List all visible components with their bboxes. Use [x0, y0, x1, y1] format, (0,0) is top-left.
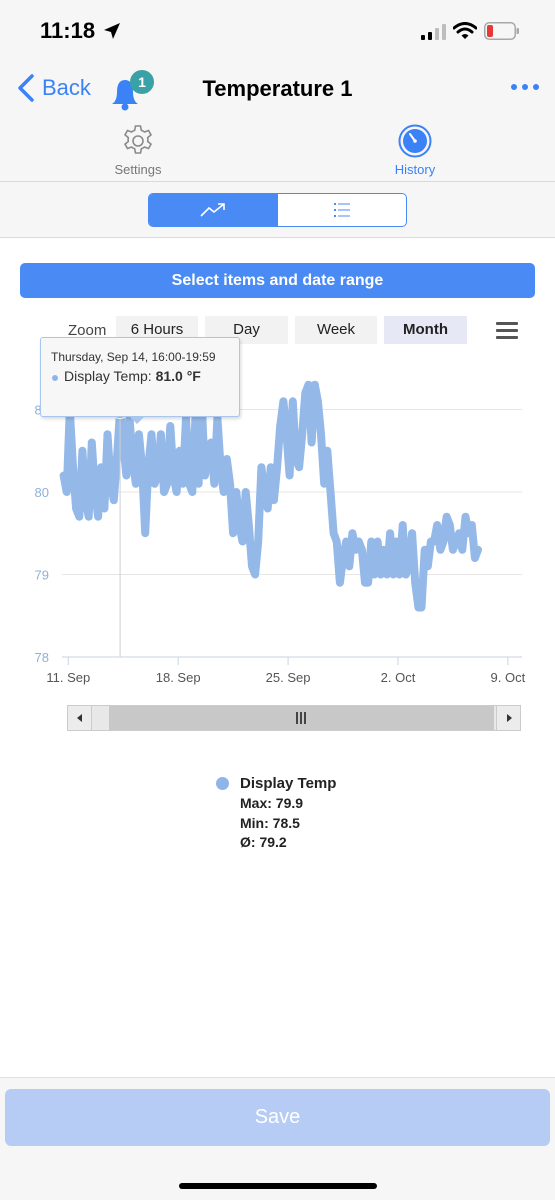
zoom-month-button[interactable]: Month [384, 316, 467, 344]
tab-history[interactable]: History [355, 124, 475, 177]
legend-min: Min: 78.5 [240, 815, 300, 831]
tooltip-pointer [129, 416, 145, 424]
navigator-handle[interactable] [109, 706, 494, 730]
battery-low-icon [484, 22, 519, 40]
legend-average: Ø: 79.2 [240, 834, 287, 850]
navigation-bar: Back 1 Temperature 1 [0, 62, 555, 120]
tab-settings[interactable]: Settings [78, 124, 198, 177]
gear-icon [123, 125, 153, 154]
triangle-left-icon [77, 714, 82, 722]
view-toggle-area [0, 182, 555, 238]
tooltip-value: 81.0 °F [155, 368, 201, 384]
save-button[interactable]: Save [5, 1089, 550, 1146]
more-dot-icon [511, 84, 517, 90]
location-arrow-icon [104, 23, 120, 39]
status-bar: 11:18 [0, 0, 555, 62]
x-tick-label: 18. Sep [156, 670, 201, 685]
page-title: Temperature 1 [202, 76, 353, 101]
hamburger-icon [496, 336, 518, 339]
tab-bar: Settings History [0, 120, 555, 182]
zoom-label: Zoom [68, 322, 107, 339]
cellular-signal-icon [421, 24, 446, 40]
save-area: Save [0, 1077, 555, 1200]
tab-settings-label: Settings [114, 162, 162, 177]
triangle-right-icon [507, 714, 512, 722]
scroll-right-button[interactable] [496, 706, 520, 730]
trend-chart-icon [200, 203, 226, 217]
y-tick-label: 79 [35, 568, 49, 583]
back-button[interactable]: Back [16, 74, 91, 102]
status-time: 11:18 [40, 18, 96, 43]
wifi-icon [453, 22, 477, 39]
tab-history-label: History [394, 162, 436, 177]
notifications-button[interactable]: 1 [108, 68, 158, 112]
more-dot-icon [522, 84, 528, 90]
x-tick-label: 2. Oct [381, 670, 416, 685]
x-tick-label: 25. Sep [266, 670, 311, 685]
home-indicator [179, 1183, 377, 1189]
legend-max: Max: 79.9 [240, 795, 304, 811]
chart-tooltip: Thursday, Sep 14, 16:00-19:59 Display Te… [40, 337, 240, 417]
y-tick-label: 80 [35, 485, 49, 500]
back-label: Back [42, 75, 91, 100]
tooltip-series: Display Temp: 81.0 °F [64, 368, 201, 384]
more-dot-icon [533, 84, 539, 90]
tooltip-series-name: Display Temp: [64, 368, 152, 384]
zoom-week-button[interactable]: Week [295, 316, 377, 344]
more-options-button[interactable] [511, 84, 539, 94]
hamburger-icon [496, 322, 518, 325]
x-tick-label: 9. Oct [491, 670, 526, 685]
tooltip-date: Thursday, Sep 14, 16:00-19:59 [51, 350, 216, 364]
scroll-left-button[interactable] [68, 706, 92, 730]
clock-icon [398, 124, 432, 158]
zoom-day-button[interactable]: Day [205, 316, 288, 344]
notification-badge: 1 [130, 70, 154, 94]
y-tick-label: 78 [35, 650, 49, 665]
chevron-left-icon [18, 74, 34, 102]
hamburger-icon [496, 329, 518, 332]
grip-icon [296, 712, 306, 724]
chart-menu-button[interactable] [496, 322, 518, 340]
x-tick-label: 11. Sep [46, 670, 90, 685]
list-icon [333, 203, 350, 217]
series-line[interactable] [59, 380, 482, 612]
list-view-button[interactable] [278, 194, 407, 226]
legend-series-name: Display Temp [240, 775, 337, 792]
select-range-button[interactable]: Select items and date range [20, 263, 535, 298]
view-toggle [148, 193, 407, 227]
chart-view-button[interactable] [149, 194, 278, 226]
series-dot-icon [52, 375, 58, 381]
legend-dot-icon [216, 777, 229, 790]
chart-navigator[interactable] [67, 705, 521, 731]
